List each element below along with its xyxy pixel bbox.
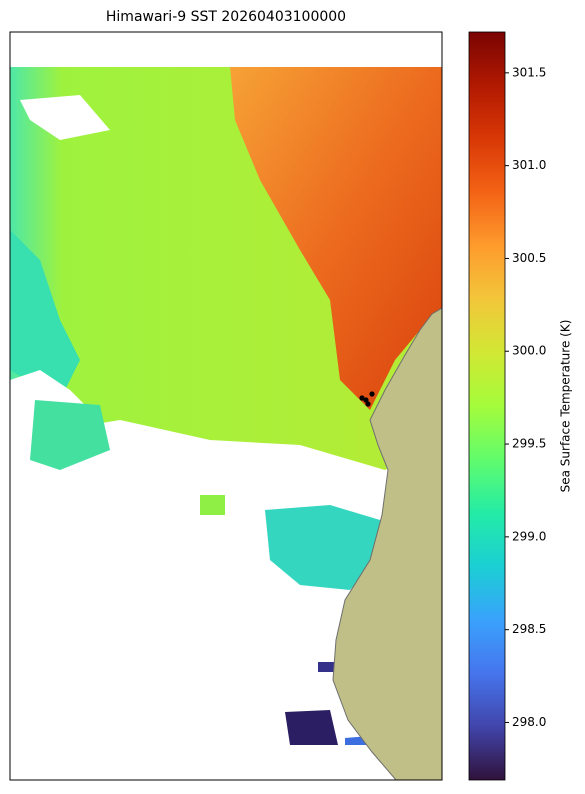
map-title: Himawari-9 SST 20260403100000 [106, 9, 346, 25]
colorbar-tick-label: 299.0 [512, 529, 546, 543]
colorbar-tick-label: 301.5 [512, 65, 546, 79]
map-frame [9, 31, 443, 781]
colorbar-tick-label: 298.0 [512, 715, 546, 729]
colorbar-tick-label: 300.5 [512, 251, 546, 265]
colorbar-tick-label: 298.5 [512, 622, 546, 636]
colorbar-label: Sea Surface Temperature (K) [559, 320, 573, 493]
colorbar-tick-label: 299.5 [512, 437, 546, 451]
map-area [10, 32, 442, 780]
colorbar [468, 31, 506, 781]
colorbar-tick-label: 300.0 [512, 344, 546, 358]
colorbar-tick-label: 301.0 [512, 158, 546, 172]
